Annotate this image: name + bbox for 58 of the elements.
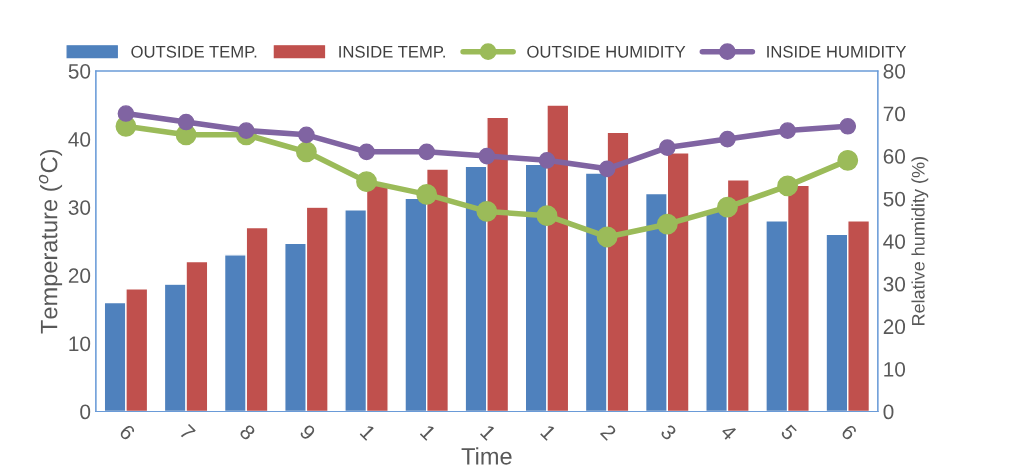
y2-tick-label: 70: [883, 106, 906, 122]
x-tick-label: 7: [178, 423, 196, 441]
point: [536, 205, 558, 227]
x-tick-label: 5: [780, 423, 798, 442]
x-tick-label: 6: [840, 423, 858, 441]
x-axis-title: Time: [461, 447, 512, 465]
x-tick-label: 9: [299, 423, 317, 441]
legend-label: INSIDE HUMIDITY: [767, 45, 907, 58]
point: [356, 171, 377, 193]
point: [656, 213, 678, 235]
point: [478, 147, 496, 165]
legend-label: OUTSIDE TEMP.: [131, 45, 257, 58]
y2-tick-label: 50: [883, 191, 906, 207]
point: [596, 226, 618, 248]
point: [298, 126, 315, 144]
y-axis-title: Temperature ($^{o}$C): [38, 150, 63, 334]
y-tick-label: 30: [68, 200, 91, 215]
y2-tick-label: 20: [883, 319, 906, 335]
x-tick-label: 4: [719, 423, 738, 442]
point: [416, 183, 438, 205]
y-tick-label: 50: [68, 63, 91, 79]
x-tick-label: 1: [480, 424, 497, 441]
point: [177, 113, 195, 131]
y2-tick-label: 30: [883, 276, 906, 292]
y2-tick-label: 60: [883, 149, 906, 164]
point: [658, 139, 676, 156]
x-tick-label: 2: [599, 423, 617, 441]
point: [837, 149, 859, 171]
x-tick-label: 1: [419, 424, 437, 441]
legend-label: OUTSIDE HUMIDITY: [527, 45, 686, 58]
point: [538, 152, 556, 169]
y-tick-label: 0: [80, 404, 91, 420]
point: [839, 117, 857, 135]
y2-tick-label: 40: [883, 234, 906, 249]
x-tick-label: 1: [359, 424, 377, 441]
y2-axis-title: Relative humidity (%): [911, 157, 929, 326]
y-tick-label: 40: [68, 132, 91, 147]
point: [598, 160, 616, 178]
y2-tick-label: 80: [883, 63, 906, 79]
x-tick-label: 3: [659, 423, 678, 441]
point: [358, 143, 375, 161]
point: [295, 141, 317, 163]
point: [117, 105, 135, 122]
point: [237, 122, 255, 139]
y2-tick-label: 0: [883, 404, 894, 420]
point: [418, 143, 436, 161]
point: [777, 175, 799, 197]
y-tick-label: 10: [69, 336, 91, 352]
point: [476, 201, 498, 222]
x-tick-label: 1: [540, 424, 557, 441]
point: [719, 130, 736, 148]
x-tick-label: 8: [238, 423, 257, 441]
x-tick-label: 6: [118, 423, 136, 441]
y-tick-label: 20: [68, 268, 91, 284]
point: [717, 196, 738, 218]
point: [779, 122, 796, 139]
y2-tick-label: 10: [884, 361, 906, 377]
legend-label: INSIDE TEMP.: [339, 45, 445, 58]
